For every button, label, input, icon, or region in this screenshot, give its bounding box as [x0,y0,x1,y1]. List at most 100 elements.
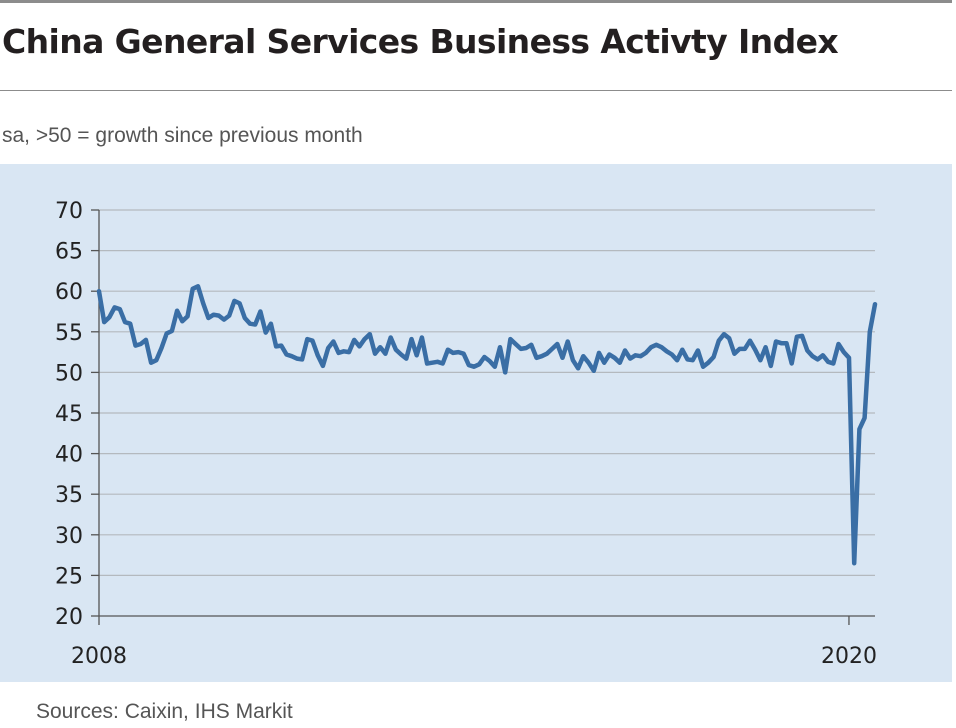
data-point-2016-02 [602,361,606,365]
data-point-2013-08 [446,348,450,352]
data-point-2015-07 [566,340,570,344]
data-point-2020-01 [847,356,851,360]
data-point-2014-09 [514,342,518,346]
data-point-2012-02 [352,338,356,342]
data-point-2009-06 [186,314,190,318]
line-chart: 20 25 30 35 40 45 50 55 60 65 70 2008 2020 [0,164,952,682]
data-point-2017-01 [660,345,664,349]
data-point-2012-05 [368,332,372,336]
data-point-2016-11 [649,345,653,349]
data-point-2013-05 [430,361,434,365]
data-point-2018-02 [727,336,731,340]
data-point-2014-06 [498,345,502,349]
data-point-2015-06 [561,356,565,360]
data-point-2020-02 [852,561,856,565]
data-point-2008-09 [139,342,143,346]
data-point-2015-12 [592,369,596,373]
data-point-2010-05 [243,316,247,320]
data-point-2012-12 [404,357,408,361]
data-point-2015-01 [535,356,539,360]
data-point-2020-03 [857,427,861,431]
source-note: Sources: Caixin, IHS Markit [36,700,293,723]
data-point-2017-05 [680,348,684,352]
data-point-2017-08 [696,349,700,353]
data-point-2019-10 [831,362,835,366]
data-point-2014-08 [508,337,512,341]
data-point-2012-04 [363,337,367,341]
data-point-2011-06 [311,339,315,343]
data-point-2020-06 [873,302,877,306]
data-point-2016-04 [613,356,617,360]
data-point-2012-03 [357,344,361,348]
data-point-2019-08 [821,353,825,357]
data-point-2009-12 [217,314,221,318]
x-tick-label-2020: 2020 [821,644,877,669]
data-point-2008-10 [144,338,148,342]
data-point-2011-09 [326,346,330,350]
data-point-2016-12 [654,343,658,347]
data-point-2020-04 [863,416,867,420]
data-point-2009-08 [196,284,200,288]
top-rule [0,0,952,3]
data-point-2013-10 [456,350,460,354]
y-tick-label-50: 50 [55,361,83,386]
data-point-2019-06 [811,354,815,358]
data-point-2019-03 [795,335,799,339]
data-point-2012-07 [378,345,382,349]
data-point-2019-04 [800,334,804,338]
data-point-2012-10 [394,348,398,352]
data-point-2017-09 [701,365,705,369]
data-point-2015-09 [576,366,580,370]
data-point-2015-02 [540,354,544,358]
data-point-2010-11 [274,344,278,348]
axes [91,209,875,625]
y-tick-label-65: 65 [55,240,83,265]
data-point-2011-05 [305,337,309,341]
data-point-2019-01 [785,341,789,345]
data-point-2015-10 [581,354,585,358]
data-point-2012-08 [383,352,387,356]
data-point-2010-01 [222,318,226,322]
data-point-2018-01 [722,332,726,336]
y-tick-label-60: 60 [55,280,83,305]
data-point-2010-08 [258,310,262,314]
data-point-2009-09 [201,301,205,305]
data-point-2013-07 [441,362,445,366]
data-point-2011-07 [316,353,320,357]
chart-subtitle: sa, >50 = growth since previous month [2,124,363,147]
data-point-2017-10 [706,361,710,365]
data-point-2018-10 [769,364,773,368]
data-point-2018-11 [774,340,778,344]
data-point-2010-03 [232,299,236,303]
data-point-2016-03 [607,353,611,357]
data-point-2018-06 [748,339,752,343]
data-point-2012-06 [373,352,377,356]
data-point-2016-09 [639,354,643,358]
data-point-2013-04 [425,362,429,366]
data-point-2010-04 [238,301,242,305]
data-point-2010-12 [279,344,283,348]
data-point-2016-01 [597,351,601,355]
data-point-2011-08 [321,364,325,368]
data-point-2016-10 [644,351,648,355]
data-point-2009-02 [165,331,169,335]
data-point-2014-02 [477,362,481,366]
data-point-2009-04 [175,309,179,313]
data-point-2018-04 [738,347,742,351]
data-point-2011-02 [290,354,294,358]
series-layer [96,284,878,566]
data-point-2010-06 [248,322,252,326]
chart-background [0,164,952,682]
data-point-2017-04 [675,358,679,362]
y-tick-label-55: 55 [55,321,83,346]
data-point-2009-05 [180,319,184,323]
data-point-2018-05 [743,347,747,351]
data-point-2008-03 [107,315,111,319]
data-point-2008-04 [113,305,117,309]
data-point-2019-12 [842,350,846,354]
data-point-2015-05 [555,342,559,346]
data-point-2008-02 [102,320,106,324]
data-point-2017-06 [686,357,690,361]
data-point-2016-07 [628,357,632,361]
data-point-2019-02 [790,362,794,366]
